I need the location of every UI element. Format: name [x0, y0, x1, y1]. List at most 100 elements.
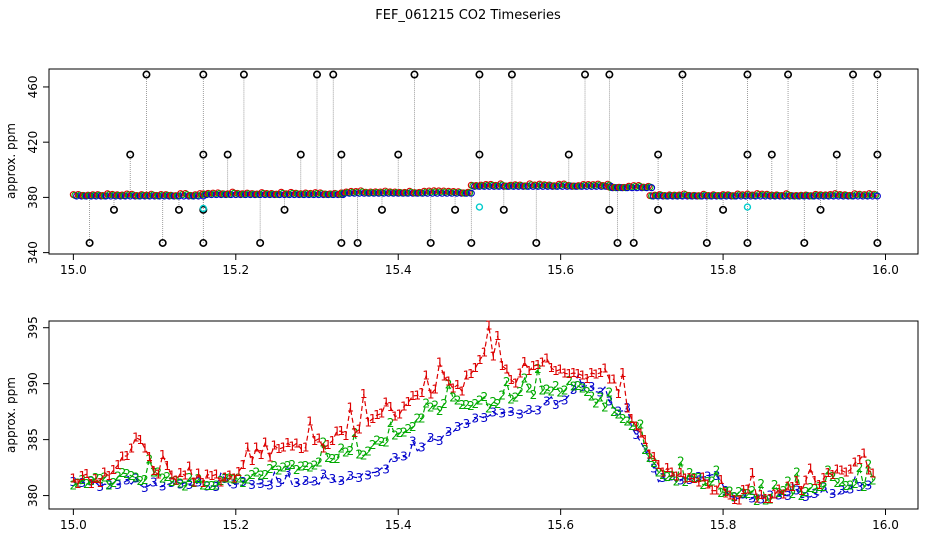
- panel-bottom-x-tick-label: 16.0: [872, 518, 899, 532]
- series-1-marker: 1: [534, 358, 542, 372]
- series-3-marker: 3: [320, 468, 328, 482]
- series-2-marker: 2: [659, 468, 667, 482]
- series-2-marker: 2: [221, 471, 229, 485]
- series-2-marker: 2: [351, 426, 359, 440]
- series-3-marker: 3: [489, 405, 497, 419]
- series-3-marker: 3: [570, 383, 578, 397]
- point-series-2: [498, 181, 506, 189]
- series-3-marker: 3: [230, 477, 238, 491]
- series-3-marker: 3: [346, 469, 354, 483]
- point-series-3: [737, 192, 745, 200]
- series-2-marker: 2: [556, 385, 564, 399]
- series-2-marker: 2: [574, 379, 582, 393]
- series-1-marker: 1: [480, 346, 488, 360]
- point-series-3: [854, 192, 862, 200]
- outlier-point: [296, 150, 305, 159]
- series-2-marker: 2: [606, 385, 614, 399]
- series-2-marker: 2: [92, 471, 100, 485]
- series-1-marker: 1: [320, 442, 328, 456]
- series-3-marker: 3: [114, 478, 122, 492]
- point-series-3: [360, 189, 368, 197]
- series-2-marker: 2: [833, 476, 841, 490]
- series-2-marker: 2: [382, 435, 390, 449]
- series-2-marker: 2: [793, 466, 801, 480]
- series-1-marker: 1: [275, 442, 283, 456]
- series-2-marker: 2: [244, 473, 252, 487]
- series-3-marker: 3: [373, 465, 381, 479]
- series-1-marker: 1: [293, 436, 301, 450]
- series-2-marker: 2: [445, 377, 453, 391]
- point-series-2: [105, 191, 113, 199]
- series-2-marker: 2: [422, 396, 430, 410]
- series-2-marker: 2: [320, 436, 328, 450]
- series-2-marker: 2: [552, 379, 560, 393]
- series-1-marker: 1: [494, 329, 502, 343]
- series-2-marker: 2: [467, 399, 475, 413]
- series-2-marker: 2: [726, 484, 734, 498]
- outlier-point: [678, 70, 687, 79]
- series-2-marker: 2: [333, 452, 341, 466]
- outlier-point: [475, 150, 484, 159]
- series-3-marker: 3: [311, 475, 319, 489]
- series-2-marker: 2: [476, 394, 484, 408]
- series-1-marker: 1: [829, 468, 837, 482]
- series-1-marker: 1: [865, 463, 873, 477]
- outlier-point: [654, 150, 663, 159]
- series-2-marker: 2: [740, 487, 748, 501]
- series-2-marker: 2: [239, 476, 247, 490]
- series-1-marker: 1: [472, 361, 480, 375]
- panel-bottom-x-tick-label: 15.2: [222, 518, 249, 532]
- series-2-marker: 2: [342, 445, 350, 459]
- point-series-3: [756, 192, 764, 200]
- series-2-marker: 2: [690, 471, 698, 485]
- series-2-marker: 2: [391, 428, 399, 442]
- series-2-marker: 2: [708, 475, 716, 489]
- series-1-marker: 1: [141, 441, 149, 455]
- series-3-marker: 3: [418, 441, 426, 455]
- series-1-marker: 1: [784, 479, 792, 493]
- series-3-marker: 3: [498, 407, 506, 421]
- panel-bottom-y-axis: 380 385 390 395: [26, 316, 49, 507]
- series-2-marker: 2: [132, 471, 140, 485]
- outlier-point: [654, 205, 663, 214]
- series-1-marker: 1: [92, 472, 100, 486]
- series-3-marker: 3: [445, 425, 453, 439]
- series-2-marker: 2: [614, 408, 622, 422]
- series-2-marker: 2: [177, 476, 185, 490]
- series-3-marker: 3: [78, 476, 86, 490]
- series-2-marker: 2: [753, 494, 761, 508]
- series-1-marker: 1: [145, 450, 153, 464]
- series-1-marker: 1: [422, 368, 430, 382]
- panel-top-x-tick-label: 15.0: [60, 263, 87, 277]
- series-3-marker: 3: [87, 475, 95, 489]
- point-series-2: [867, 191, 875, 199]
- series-3-marker: 3: [543, 395, 551, 409]
- outlier-point: [581, 70, 590, 79]
- series-2-marker: 2: [485, 402, 493, 416]
- point-series-3: [820, 192, 828, 200]
- series-2-marker: 2: [96, 472, 104, 486]
- series-2-marker: 2: [302, 459, 310, 473]
- series-1-marker: 1: [154, 468, 162, 482]
- point-series-2: [735, 191, 743, 199]
- panel-bottom-x-tick-label: 15.8: [710, 518, 737, 532]
- point-series-2: [852, 191, 860, 199]
- series-2-marker: 2: [597, 391, 605, 405]
- series-2-marker: 2: [498, 388, 506, 402]
- outlier-point: [507, 70, 516, 79]
- point-series-2: [784, 191, 792, 199]
- point-series-2: [289, 189, 297, 197]
- series-3-marker: 3: [597, 386, 605, 400]
- point-series-2: [383, 188, 391, 196]
- panel-bottom-y-tick-label: 390: [26, 372, 40, 395]
- series-2-marker: 2: [137, 474, 145, 488]
- point-series-3: [553, 182, 561, 190]
- series-1-marker: 1: [583, 372, 591, 386]
- series-2-marker: 2: [266, 462, 274, 476]
- series-1-marker: 1: [306, 414, 314, 428]
- series-1-marker: 1: [436, 356, 444, 370]
- point-series-3: [121, 192, 129, 200]
- point-series-2: [183, 191, 191, 199]
- series-1-marker: 1: [556, 363, 564, 377]
